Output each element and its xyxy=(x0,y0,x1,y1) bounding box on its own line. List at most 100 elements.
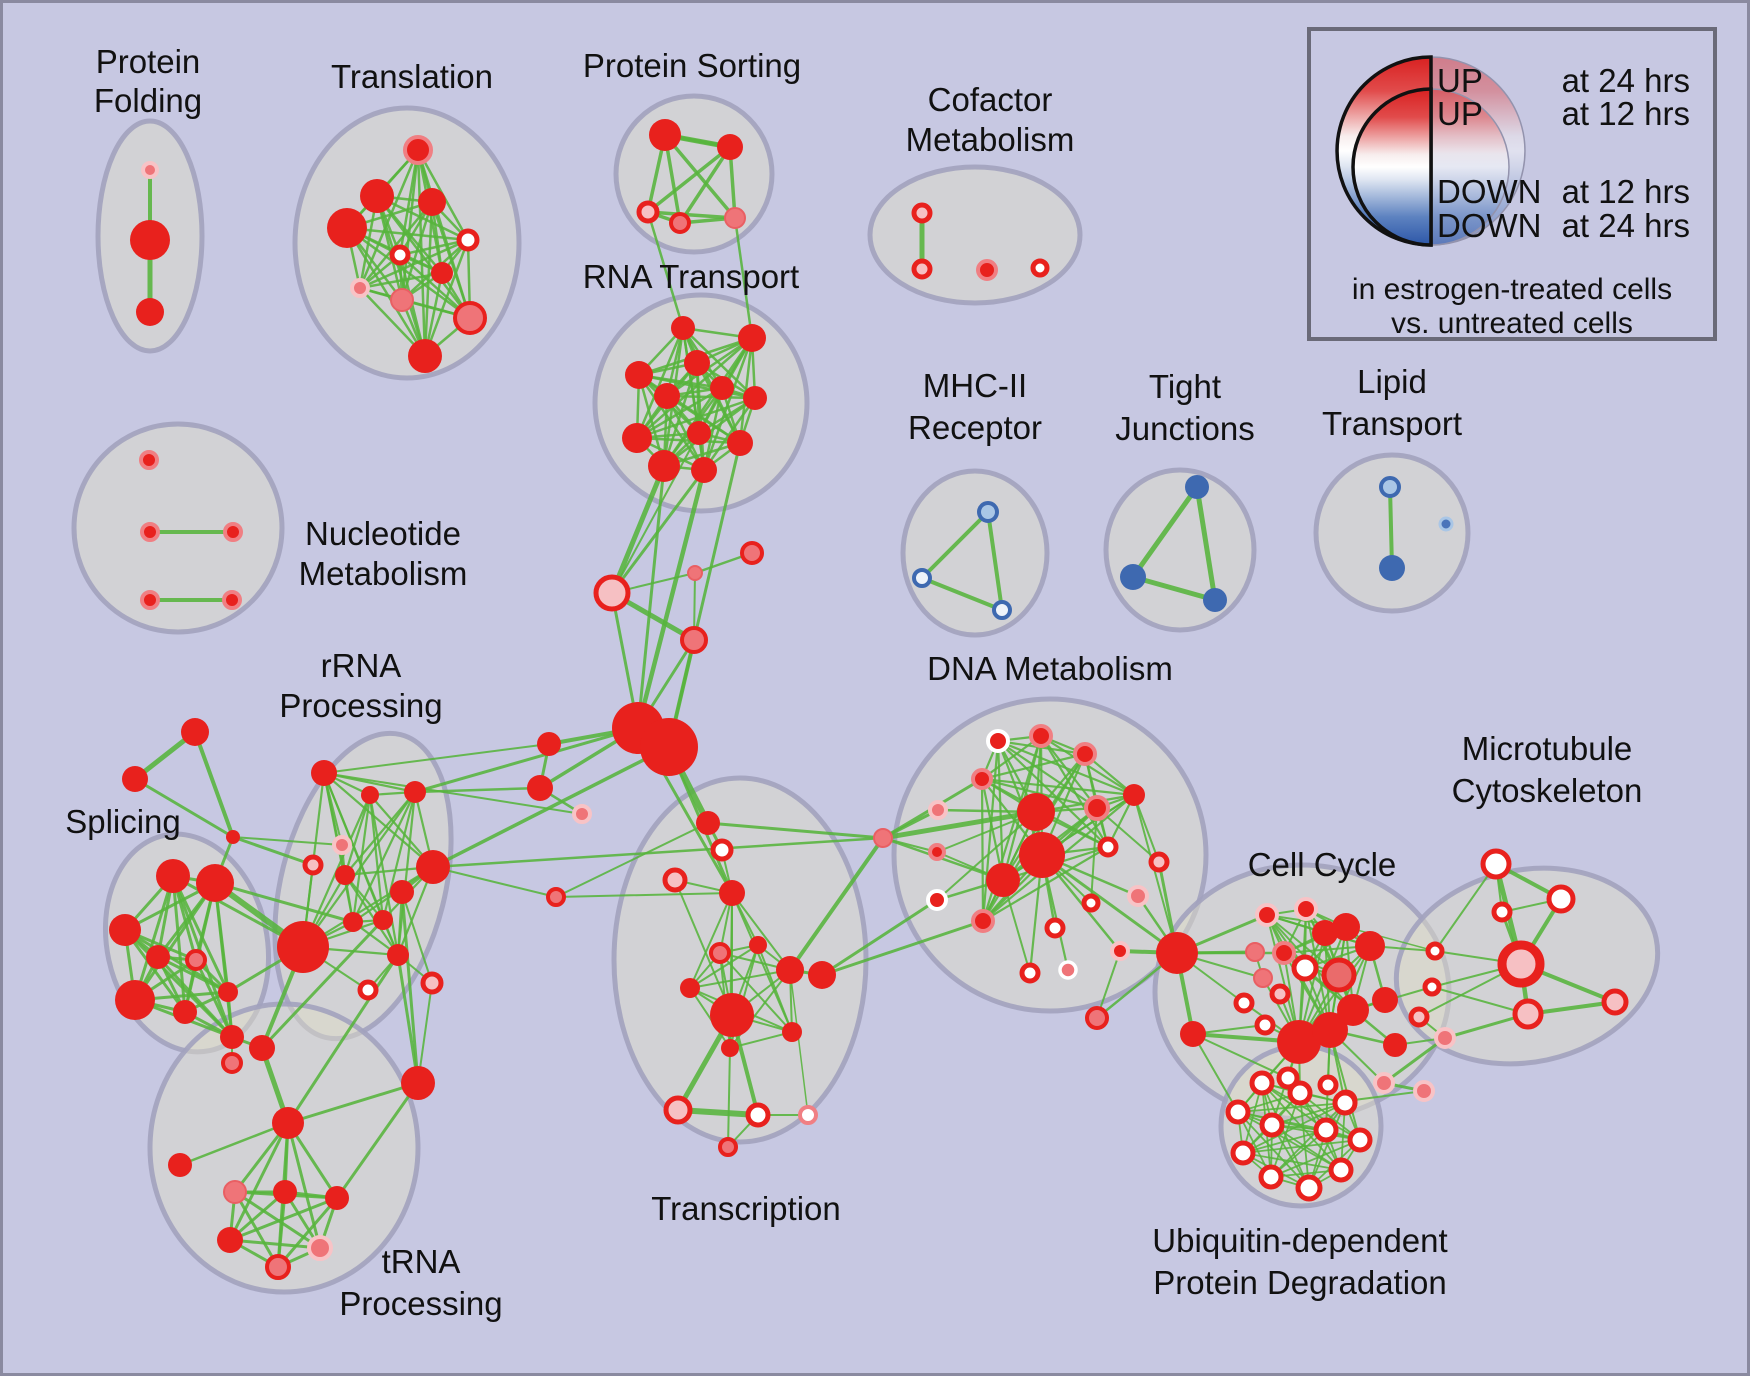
cluster-label-trna-processing-line2: Processing xyxy=(339,1285,502,1322)
gene-node-CC14 xyxy=(1277,1020,1321,1064)
edge-TJ2-TJ3 xyxy=(1130,574,1218,603)
gene-node-TX15 xyxy=(718,1137,738,1157)
gene-node-TX3 xyxy=(662,867,688,893)
gene-node-N1 xyxy=(139,450,159,470)
gene-node-B6 xyxy=(640,718,698,776)
cluster-label-protein-folding-line1: Protein xyxy=(96,43,201,80)
edge-RR7-D0 xyxy=(431,836,885,869)
gene-node-U3 xyxy=(1225,1099,1251,1125)
gene-node-CC0b xyxy=(1180,1021,1206,1047)
edge-RR3-RR11 xyxy=(301,790,417,949)
gene-node-S2 xyxy=(122,766,148,792)
edge-B10-TX1 xyxy=(555,822,709,898)
gene-node-R6 xyxy=(654,383,680,409)
gene-node-TR6 xyxy=(325,1186,349,1210)
gene-node-MH3 xyxy=(992,600,1012,620)
gene-node-TX9 xyxy=(776,956,804,984)
edge-SP3-SP8 xyxy=(123,928,230,994)
edge-MH1-MH2 xyxy=(920,510,990,580)
gene-node-CC8 xyxy=(1291,954,1319,982)
gene-node-B10 xyxy=(546,887,566,907)
gene-node-CC15 xyxy=(1312,1012,1348,1048)
gene-node-R7 xyxy=(743,386,767,410)
edge-RR2-RR9 xyxy=(351,793,372,924)
gene-node-PS4 xyxy=(669,212,691,234)
gene-node-S1 xyxy=(181,718,209,746)
edge-R6-R7 xyxy=(665,394,757,400)
gene-node-CC13 xyxy=(1254,1014,1276,1036)
gene-node-R4 xyxy=(684,350,710,376)
gene-node-SP8 xyxy=(218,982,238,1002)
edge-SP3-SP7 xyxy=(123,928,187,1014)
gene-node-RR11 xyxy=(277,921,329,973)
gene-node-TX2 xyxy=(710,838,734,862)
gene-node-N2 xyxy=(140,522,160,542)
cluster-label-tight-junctions-line2: Junctions xyxy=(1115,410,1254,447)
edge-R9-B1 xyxy=(611,432,700,594)
edge-TX7-TX11 xyxy=(689,987,731,1049)
edge-R11-B5 xyxy=(636,464,666,730)
gene-node-CC10 xyxy=(1253,968,1273,988)
gene-node-T3 xyxy=(327,208,367,248)
edge-TR6-TR9 xyxy=(276,1196,339,1269)
gene-node-T2 xyxy=(360,179,394,213)
gene-node-MT8 xyxy=(1434,1027,1456,1049)
edge-RR7-B10 xyxy=(432,866,557,898)
gene-node-B3 xyxy=(740,541,764,565)
gene-node-TX11 xyxy=(721,1039,739,1057)
gene-node-N4 xyxy=(140,590,160,610)
edge-X1-DM15 xyxy=(820,898,939,977)
gene-node-M0b xyxy=(1422,977,1442,997)
gene-node-TR8 xyxy=(307,1235,333,1261)
gene-node-RR4 xyxy=(332,835,352,855)
gene-node-R1 xyxy=(671,316,695,340)
edge-D0-DM8 xyxy=(880,809,1039,841)
gene-node-CC9 xyxy=(1321,957,1357,993)
gene-node-TX7 xyxy=(680,978,700,998)
gene-node-DM20 xyxy=(1019,962,1041,984)
legend-glyph-inner-right xyxy=(1430,88,1510,246)
gene-node-CC3 xyxy=(1312,920,1338,946)
gene-node-R10 xyxy=(727,430,753,456)
cluster-label-rrna-processing-line2: Processing xyxy=(279,687,442,724)
cluster-label-lipid-transport-line1: Lipid xyxy=(1357,363,1427,400)
edge-RR12-TR2 xyxy=(286,953,400,1125)
edge-T3-T11 xyxy=(345,226,427,358)
gene-node-CC2 xyxy=(1294,897,1318,921)
edge-PS5-R2 xyxy=(733,216,754,340)
edge-DM15-DM8 xyxy=(936,811,1037,901)
legend-time-3: at 12 hrs xyxy=(1562,173,1690,210)
edge-R11-B1 xyxy=(609,463,667,596)
cluster-label-microtubule-cytoskeleton-line2: Cytoskeleton xyxy=(1452,772,1643,809)
gene-node-PS5 xyxy=(724,207,746,229)
gene-node-RR7 xyxy=(416,850,450,884)
gene-node-T6 xyxy=(456,228,480,252)
edge-CC15-U8 xyxy=(1329,1029,1361,1141)
edge-RR3-RR9 xyxy=(351,790,417,924)
edge-MH2-MH3 xyxy=(920,576,1004,612)
edge-RR6-RR12 xyxy=(343,873,400,957)
gene-node-CF2 xyxy=(911,258,933,280)
cluster-label-nucleotide-metabolism-line1: Nucleotide xyxy=(305,515,461,552)
cluster-ellipse-cofactor xyxy=(867,164,1083,306)
edge-R4-R11 xyxy=(662,361,699,468)
gene-node-CC1 xyxy=(1255,903,1279,927)
edge-TX11-TX15 xyxy=(727,1047,731,1148)
gene-node-DM4 xyxy=(971,768,993,790)
edge-TX4-TX7 xyxy=(689,892,733,989)
cluster-label-nucleotide-metabolism-line2: Metabolism xyxy=(299,555,468,592)
gene-node-CC18 xyxy=(1383,1033,1407,1057)
gene-node-CF1 xyxy=(911,202,933,224)
gene-node-TR4 xyxy=(223,1180,247,1204)
edge-U4-U5 xyxy=(1271,1102,1346,1126)
gene-node-TR1 xyxy=(221,1052,243,1074)
edge-DM13-DM6 xyxy=(1096,807,1160,863)
edge-DM7-CC0 xyxy=(1133,794,1178,954)
gene-node-RR3 xyxy=(404,781,426,803)
gene-node-DM9 xyxy=(1019,832,1065,878)
edge-TX9-D0 xyxy=(788,836,885,972)
gene-node-SP2 xyxy=(196,864,234,902)
gene-node-SP3 xyxy=(109,914,141,946)
edge-CC0-DM9 xyxy=(1040,853,1179,955)
